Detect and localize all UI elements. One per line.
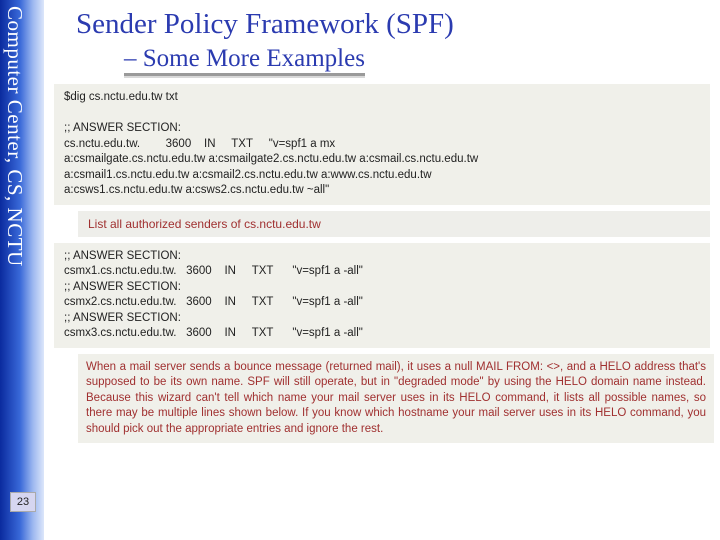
- answer-section-2: ;; ANSWER SECTION: csmx1.cs.nctu.edu.tw.…: [54, 243, 710, 348]
- dig-command: $dig cs.nctu.edu.tw txt: [64, 91, 178, 103]
- content-area: Sender Policy Framework (SPF) – Some Mor…: [44, 0, 720, 540]
- slide-title: Sender Policy Framework (SPF): [76, 8, 720, 41]
- sidebar: Computer Center, CS, NCTU 23: [0, 0, 44, 540]
- dig-command-block: $dig cs.nctu.edu.tw txt ;; ANSWER SECTIO…: [54, 84, 710, 205]
- page-number-box: 23: [10, 492, 36, 512]
- explanation-box: When a mail server sends a bounce messag…: [78, 354, 714, 444]
- callout-text: List all authorized senders of cs.nctu.e…: [88, 217, 321, 231]
- slide-subtitle: – Some More Examples: [124, 45, 365, 76]
- answer-section-1: ;; ANSWER SECTION: cs.nctu.edu.tw. 3600 …: [64, 122, 478, 196]
- sidebar-label: Computer Center, CS, NCTU: [2, 6, 27, 267]
- page-number: 23: [17, 496, 29, 508]
- callout-box: List all authorized senders of cs.nctu.e…: [78, 211, 710, 237]
- explanation-text: When a mail server sends a bounce messag…: [86, 361, 706, 435]
- subtitle-wrap: – Some More Examples: [124, 45, 720, 76]
